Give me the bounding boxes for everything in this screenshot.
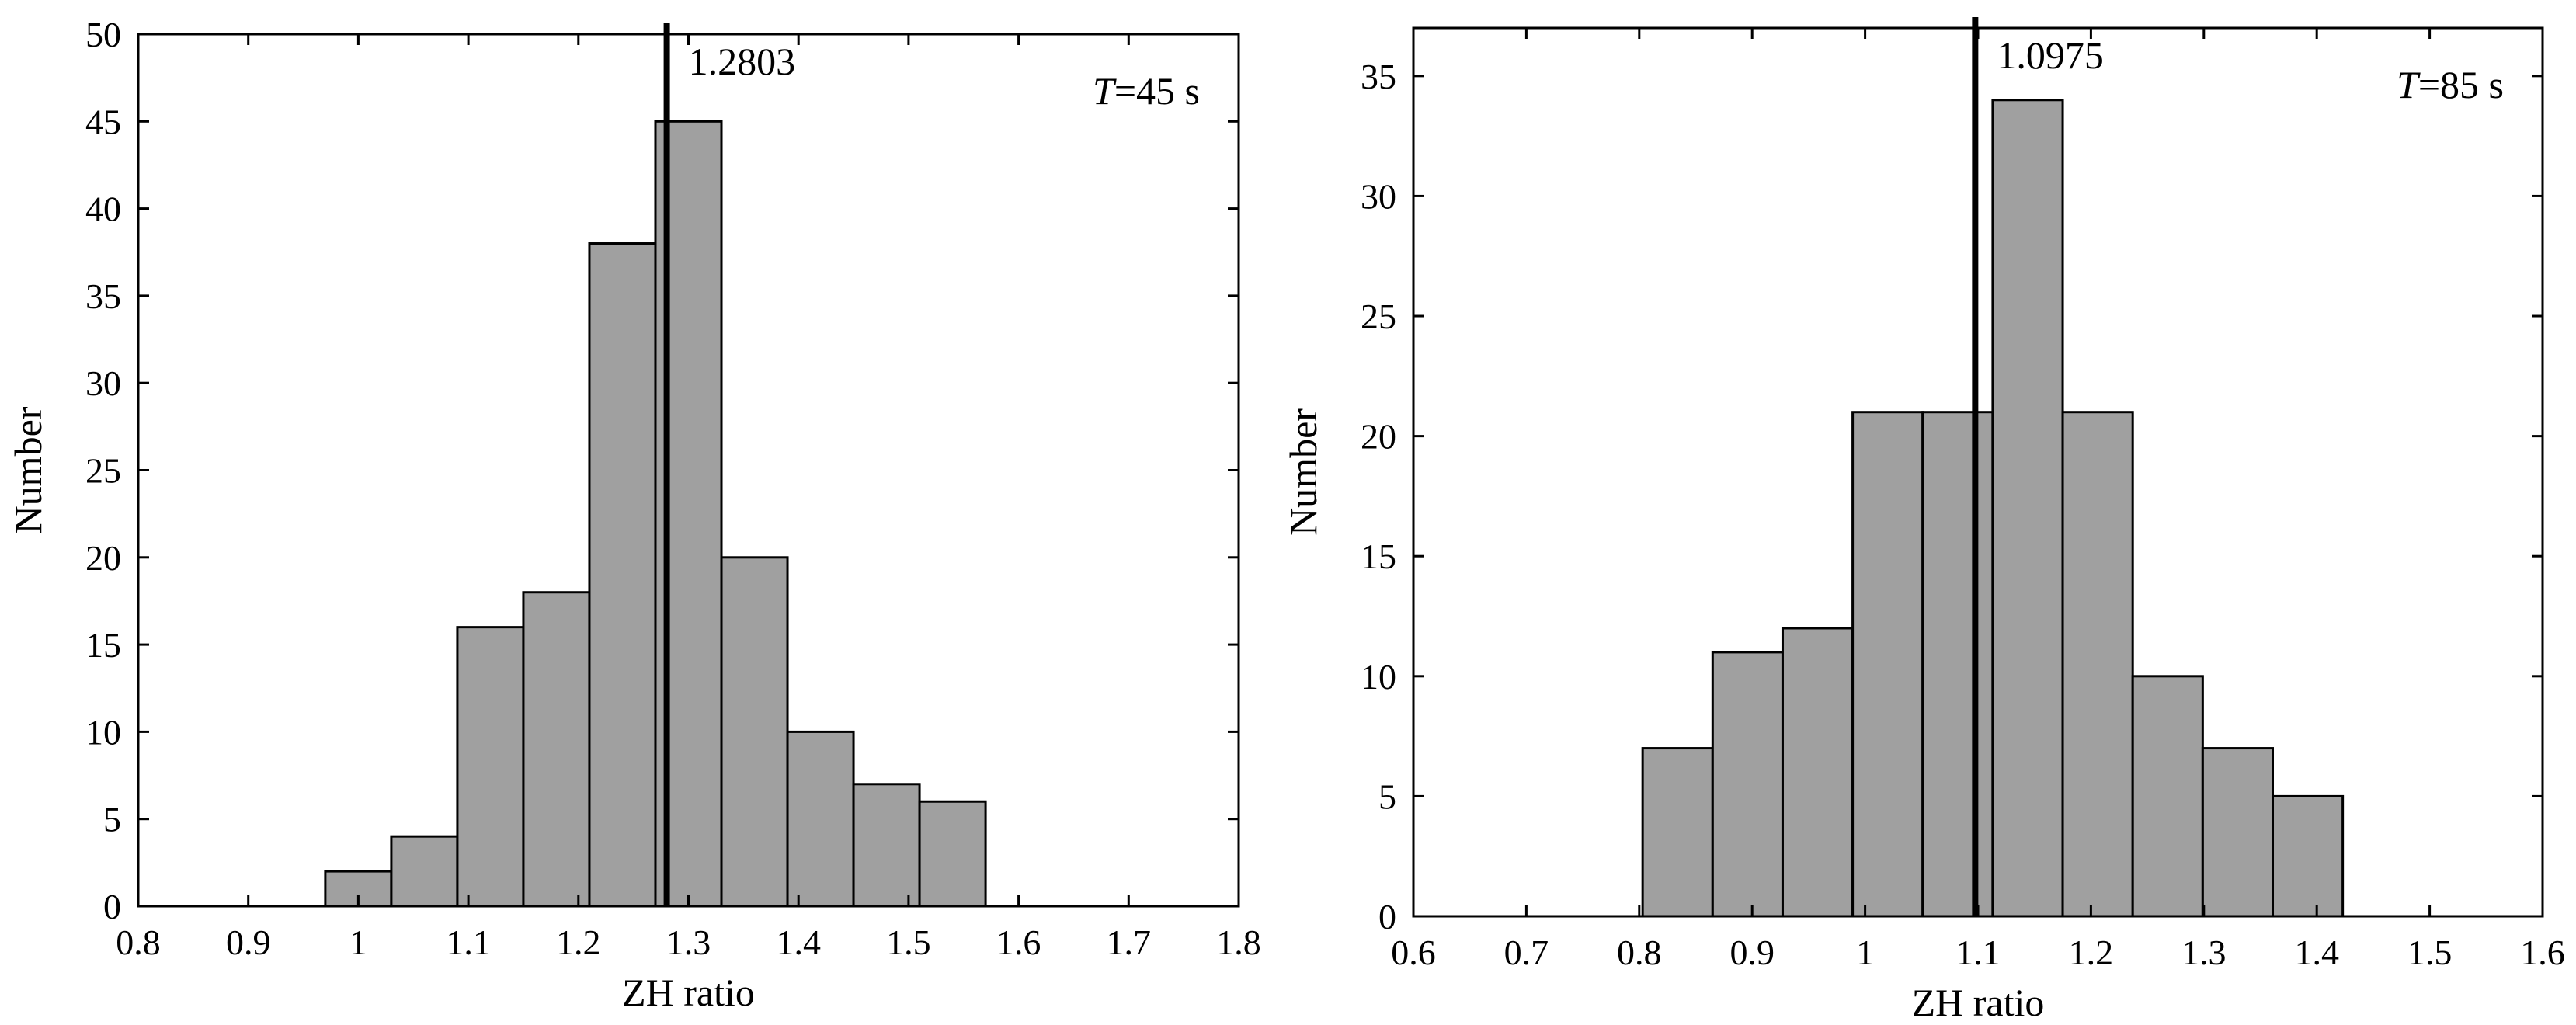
y-tick-label: 45 <box>85 102 121 141</box>
y-tick-label: 0 <box>103 887 121 926</box>
x-tick-label: 1.3 <box>2181 933 2227 972</box>
y-tick-label: 20 <box>85 538 121 578</box>
histogram-bar <box>2271 794 2345 918</box>
y-axis-label: Number <box>6 406 50 533</box>
period-annotation: T=85 s <box>2397 63 2504 106</box>
histogram-bar <box>2061 411 2134 918</box>
y-tick-label: 40 <box>85 189 121 229</box>
y-tick-label: 5 <box>103 800 121 839</box>
mean-line-label: 1.2803 <box>689 40 796 83</box>
histogram-panel-2: 0.6 0.7 0.8 0.9 1 1.1 1.2 1.3 1.4 1.5 1.6 0 5 10 15 20 2… <box>1281 17 2565 1024</box>
x-tick-label: 1.7 <box>1107 922 1152 962</box>
x-tick-label: 0.9 <box>1730 933 1775 972</box>
x-axis-label: ZH ratio <box>622 971 755 1014</box>
y-tick-label: 35 <box>85 276 121 316</box>
x-tick-label: 0.9 <box>226 922 271 962</box>
histogram-bar <box>852 783 921 908</box>
x-tick-label: 1.5 <box>2407 933 2453 972</box>
y-tick-label: 15 <box>85 625 121 665</box>
x-tick-label: 1.2 <box>556 922 601 962</box>
period-symbol: T <box>2397 63 2421 106</box>
period-annotation: T=45 s <box>1093 69 1200 113</box>
histogram-bar <box>1921 411 1994 918</box>
y-tick-label: 30 <box>85 363 121 403</box>
y-tick-label: 10 <box>85 712 121 752</box>
histogram-bar <box>1711 651 1784 918</box>
y-tick-label: 5 <box>1378 777 1396 816</box>
x-tick-label: 1.6 <box>2520 933 2565 972</box>
y-tick-label: 0 <box>1378 897 1396 936</box>
histogram-bar <box>786 730 855 908</box>
histogram-panel-1: 0.8 0.9 1 1.1 1.2 1.3 1.4 1.5 1.6 1.7 1.8 0 5 10 15 20 2… <box>6 15 1261 1014</box>
y-axis-label: Number <box>1281 408 1325 536</box>
y-tick-label: 25 <box>1361 297 1396 336</box>
y-tick-label: 50 <box>85 15 121 54</box>
x-tick-label: 0.8 <box>116 922 161 962</box>
x-axis-label: ZH ratio <box>1912 981 2045 1024</box>
y-tick-label: 15 <box>1361 537 1396 576</box>
histogram-bar <box>720 556 789 908</box>
y-tick-label: 10 <box>1361 657 1396 697</box>
x-tick-label: 1.6 <box>996 922 1041 962</box>
histogram-bar <box>1781 627 1855 918</box>
histogram-bar <box>2201 747 2274 918</box>
x-tick-label: 1.3 <box>666 922 711 962</box>
y-tick-label: 20 <box>1361 417 1396 457</box>
x-tick-label: 1.5 <box>886 922 931 962</box>
x-tick-label: 1.8 <box>1216 922 1261 962</box>
histogram-bar <box>1641 747 1714 918</box>
x-tick-label: 0.8 <box>1617 933 1662 972</box>
histogram-bar <box>588 242 657 908</box>
y-tick-label: 25 <box>85 451 121 491</box>
x-tick-label: 1.1 <box>446 922 491 962</box>
period-value: =45 s <box>1114 69 1200 113</box>
x-tick-label: 1.4 <box>2294 933 2339 972</box>
x-tick-label: 1.1 <box>1955 933 2001 972</box>
x-tick-label: 0.6 <box>1391 933 1436 972</box>
x-tick-label: 1.2 <box>2069 933 2114 972</box>
histogram-bar <box>1851 411 1924 918</box>
histogram-bar <box>2131 675 2204 918</box>
x-tick-label: 1 <box>1856 933 1874 972</box>
histogram-bar <box>390 835 459 908</box>
histogram-bar <box>456 626 525 908</box>
y-tick-label: 30 <box>1361 176 1396 216</box>
period-symbol: T <box>1093 69 1117 113</box>
period-value: =85 s <box>2418 63 2504 106</box>
x-tick-label: 1.4 <box>776 922 821 962</box>
x-tick-label: 0.7 <box>1504 933 1549 972</box>
histogram-bar <box>1991 99 2064 918</box>
histogram-bar <box>918 800 987 908</box>
histogram-bar <box>522 591 591 908</box>
x-tick-label: 1 <box>349 922 367 962</box>
mean-line-label: 1.0975 <box>1997 33 2104 77</box>
y-tick-label: 35 <box>1361 57 1396 96</box>
